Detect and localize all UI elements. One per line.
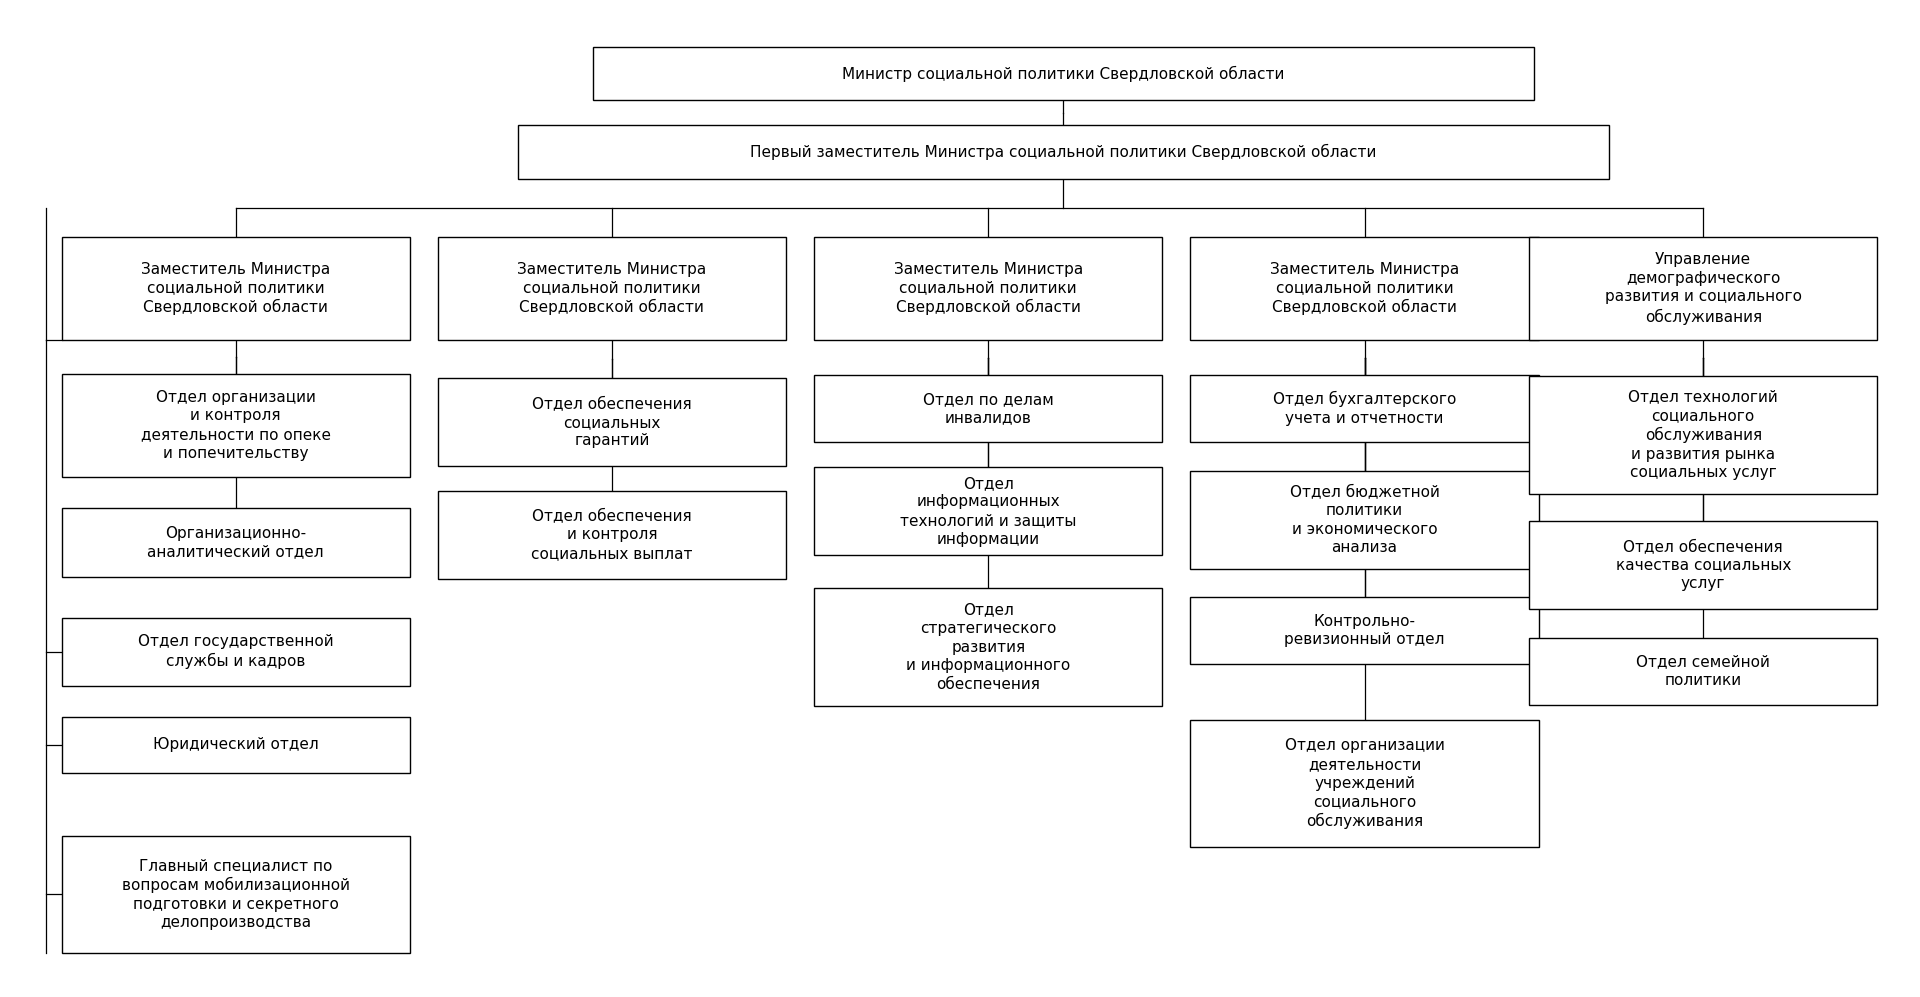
FancyBboxPatch shape: [61, 508, 409, 576]
FancyBboxPatch shape: [1190, 376, 1538, 442]
Text: Отдел семейной
политики: Отдел семейной политики: [1636, 655, 1770, 688]
Text: Отдел организации
деятельности
учреждений
социального
обслуживания: Отдел организации деятельности учреждени…: [1284, 739, 1444, 830]
Text: Отдел организации
и контроля
деятельности по опеке
и попечительству: Отдел организации и контроля деятельност…: [140, 390, 330, 461]
Text: Отдел бюджетной
политики
и экономического
анализа: Отдел бюджетной политики и экономическог…: [1290, 485, 1440, 555]
Text: Отдел бухгалтерского
учета и отчетности: Отдел бухгалтерского учета и отчетности: [1273, 391, 1455, 426]
FancyBboxPatch shape: [814, 376, 1162, 442]
FancyBboxPatch shape: [1190, 472, 1538, 569]
FancyBboxPatch shape: [61, 374, 409, 477]
FancyBboxPatch shape: [61, 237, 409, 340]
FancyBboxPatch shape: [438, 378, 785, 467]
Text: Первый заместитель Министра социальной политики Свердловской области: Первый заместитель Министра социальной п…: [751, 144, 1377, 160]
Text: Отдел
стратегического
развития
и информационного
обеспечения: Отдел стратегического развития и информа…: [906, 602, 1069, 692]
FancyBboxPatch shape: [1190, 720, 1538, 847]
Text: Управление
демографического
развития и социального
обслуживания: Управление демографического развития и с…: [1605, 252, 1801, 325]
FancyBboxPatch shape: [593, 47, 1534, 101]
Text: Отдел технологий
социального
обслуживания
и развития рынка
социальных услуг: Отдел технологий социального обслуживани…: [1628, 390, 1778, 481]
FancyBboxPatch shape: [61, 835, 409, 953]
Text: Отдел
информационных
технологий и защиты
информации: Отдел информационных технологий и защиты…: [900, 476, 1077, 546]
FancyBboxPatch shape: [1528, 377, 1878, 494]
FancyBboxPatch shape: [1528, 237, 1878, 340]
Text: Заместитель Министра
социальной политики
Свердловской области: Заместитель Министра социальной политики…: [140, 261, 330, 315]
FancyBboxPatch shape: [518, 125, 1609, 178]
Text: Отдел по делам
инвалидов: Отдел по делам инвалидов: [924, 392, 1054, 426]
FancyBboxPatch shape: [438, 491, 785, 578]
FancyBboxPatch shape: [814, 468, 1162, 555]
Text: Министр социальной политики Свердловской области: Министр социальной политики Свердловской…: [843, 66, 1284, 82]
Text: Отдел государственной
службы и кадров: Отдел государственной службы и кадров: [138, 634, 334, 669]
FancyBboxPatch shape: [1190, 237, 1538, 340]
Text: Главный специалист по
вопросам мобилизационной
подготовки и секретного
делопроиз: Главный специалист по вопросам мобилизац…: [121, 858, 349, 930]
FancyBboxPatch shape: [1528, 521, 1878, 609]
FancyBboxPatch shape: [438, 237, 785, 340]
Text: Отдел обеспечения
социальных
гарантий: Отдел обеспечения социальных гарантий: [532, 396, 691, 449]
Text: Организационно-
аналитический отдел: Организационно- аналитический отдел: [148, 525, 324, 559]
FancyBboxPatch shape: [61, 717, 409, 773]
FancyBboxPatch shape: [1190, 597, 1538, 664]
Text: Отдел обеспечения
качества социальных
услуг: Отдел обеспечения качества социальных ус…: [1615, 538, 1791, 591]
FancyBboxPatch shape: [814, 588, 1162, 706]
Text: Заместитель Министра
социальной политики
Свердловской области: Заместитель Министра социальной политики…: [1269, 261, 1459, 315]
Text: Отдел обеспечения
и контроля
социальных выплат: Отдел обеспечения и контроля социальных …: [532, 508, 693, 560]
FancyBboxPatch shape: [61, 618, 409, 686]
FancyBboxPatch shape: [1528, 638, 1878, 705]
Text: Юридический отдел: Юридический отдел: [154, 737, 319, 752]
Text: Заместитель Министра
социальной политики
Свердловской области: Заместитель Министра социальной политики…: [516, 261, 707, 315]
FancyBboxPatch shape: [814, 237, 1162, 340]
Text: Заместитель Министра
социальной политики
Свердловской области: Заместитель Министра социальной политики…: [893, 261, 1083, 315]
Text: Контрольно-
ревизионный отдел: Контрольно- ревизионный отдел: [1284, 613, 1444, 647]
